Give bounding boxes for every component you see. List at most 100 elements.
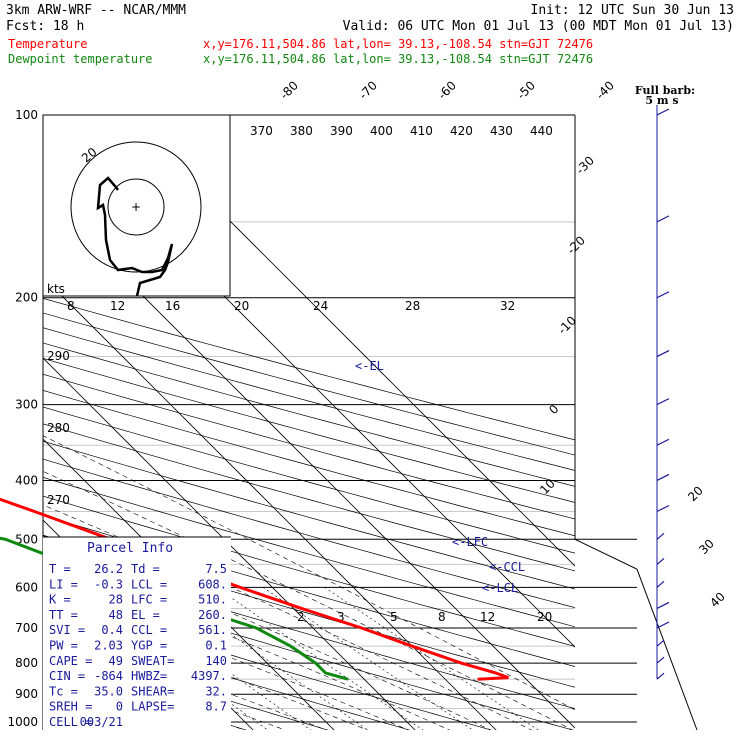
parcel-info-cell: 608. — [198, 577, 227, 591]
parcel-info-cell: -864 — [94, 669, 123, 683]
parcel-info-cell: 4397. — [191, 669, 227, 683]
moist-adiabat — [43, 608, 369, 730]
parcel-info-cell: LAPSE= — [131, 700, 174, 714]
theta-label: 410 — [410, 124, 433, 138]
parcel-info-cell: 2.03 — [94, 639, 123, 653]
theta-label: 380 — [290, 124, 313, 138]
theta-side-label: 280 — [47, 421, 70, 435]
dry-adiabat — [43, 597, 493, 730]
isotherm — [43, 276, 497, 730]
temp-axis-label: -50 — [514, 78, 538, 102]
parcel-info-cell: SHEAR= — [131, 684, 174, 698]
parcel-info-cell: T = — [49, 562, 71, 576]
parcel-info-cell: CIN = — [49, 669, 85, 683]
dry-adiabat — [43, 576, 574, 730]
parcel-info-cell: 35.0 — [94, 684, 123, 698]
isotherm — [0, 115, 15, 735]
mixing-ratio-line — [164, 587, 369, 730]
parcel-info-cell: TT = — [49, 608, 78, 622]
pressure-label-800: 800 — [15, 656, 38, 670]
dry-adiabat — [43, 440, 575, 590]
parcel-info-cell: Td = — [131, 562, 160, 576]
parcel-info-cell: CCL = — [131, 623, 167, 637]
parcel-info-cell: HWBZ= — [131, 669, 167, 683]
dewpoint-profile — [0, 536, 349, 681]
wind-barb — [656, 398, 670, 406]
parcel-info-cell: EL = — [131, 608, 160, 622]
parcel-info-cell: 32. — [205, 684, 227, 698]
parcel-info-cell: 7.5 — [205, 562, 227, 576]
temp-axis-label: 20 — [685, 483, 706, 504]
wind-barb — [656, 215, 670, 223]
parcel-info-cell: 8.7 — [205, 700, 227, 714]
wind-barb — [656, 557, 665, 565]
hodograph-ring-outer — [70, 141, 202, 273]
mixing-ratio-label-lower: 8 — [438, 610, 446, 624]
pressure-label-100: 100 — [15, 108, 38, 122]
parcel-info-cell: SVI = — [49, 623, 85, 637]
mixing-ratio-label: 12 — [110, 299, 125, 313]
parcel-info-title: Parcel Info — [87, 541, 173, 556]
theta-side-label: 270 — [47, 493, 70, 507]
mixing-ratio-label-lower: 20 — [537, 610, 552, 624]
parcel-info-cell: YGP = — [131, 639, 167, 653]
pressure-label-900: 900 — [15, 687, 38, 701]
wind-barb — [656, 621, 670, 629]
temp-axis-label: -60 — [435, 78, 459, 102]
hodograph-center-icon: + — [131, 200, 141, 214]
el-marker: <-EL — [355, 359, 384, 373]
parcel-info-cell: 260. — [198, 608, 227, 622]
mixing-ratio-label: 28 — [405, 299, 420, 313]
wind-barb — [656, 473, 670, 481]
wind-barb — [656, 108, 670, 116]
mixing-ratio-line — [110, 587, 312, 730]
parcel-info-cell: CELL = — [49, 715, 92, 729]
dry-adiabat — [43, 619, 411, 730]
wind-barb — [656, 504, 670, 513]
moist-adiabat — [43, 627, 327, 730]
mixing-ratio-label-lower: 2 — [297, 610, 305, 624]
wind-barb — [656, 601, 670, 609]
parcel-info-cell: 0.1 — [205, 639, 227, 653]
pressure-label-500: 500 — [15, 532, 38, 546]
mixing-ratio-label: 8 — [67, 299, 75, 313]
parcel-info-cell: -0.3 — [94, 577, 123, 591]
temp-axis-label: -70 — [356, 78, 380, 102]
right-axis-bottom — [636, 568, 698, 731]
theta-label: 390 — [330, 124, 353, 138]
dry-adiabat — [43, 458, 575, 609]
parcel-info-cell: Tc = — [49, 684, 78, 698]
theta-label: 370 — [250, 124, 273, 138]
mixing-ratio-label-lower: 12 — [480, 610, 495, 624]
parcel-info-cell: 510. — [198, 593, 227, 607]
forecast-hour: Fcst: 18 h — [6, 19, 84, 34]
dry-adiabat — [43, 358, 575, 503]
pressure-label-200: 200 — [15, 291, 38, 305]
hodograph-trace — [96, 176, 174, 297]
theta-side-label: 290 — [47, 349, 70, 363]
dry-adiabat — [43, 495, 575, 647]
model-title: 3km ARW-WRF -- NCAR/MMM — [6, 3, 186, 18]
temperature-location: x,y=176.11,504.86 lat,lon= 39.13,-108.54… — [203, 37, 593, 51]
hodograph-units: kts — [47, 282, 65, 296]
mixing-ratio-label-lower: 3 — [337, 610, 345, 624]
temp-axis-label: -30 — [573, 153, 597, 177]
parcel-info-cell: 48 — [109, 608, 123, 622]
theta-label: 440 — [530, 124, 553, 138]
parcel-info-cell: LI = — [49, 577, 78, 591]
parcel-info-cell: SREH = — [49, 700, 92, 714]
parcel-info-box: Parcel Info T = 26.2 Td = 7.5 LI = -0.3 LCL = 6… — [43, 536, 231, 730]
mixing-ratio-label-lower: 5 — [390, 610, 398, 624]
temp-axis-label: -20 — [564, 233, 588, 257]
pressure-label-300: 300 — [15, 398, 38, 412]
parcel-info-cell: LCL = — [131, 577, 167, 591]
parcel-info-cell: 26.2 — [94, 562, 123, 576]
mixing-ratio-label: 16 — [165, 299, 180, 313]
hodograph: + 20 kts — [42, 114, 231, 297]
parcel-info-cell: 003/21 — [80, 715, 123, 729]
wind-barb — [656, 350, 670, 358]
dewpoint-location: x,y=176.11,504.86 lat,lon= 39.13,-108.54… — [203, 52, 593, 66]
ccl-marker: <-CCL — [489, 560, 525, 574]
mixing-ratio-label: 32 — [500, 299, 515, 313]
